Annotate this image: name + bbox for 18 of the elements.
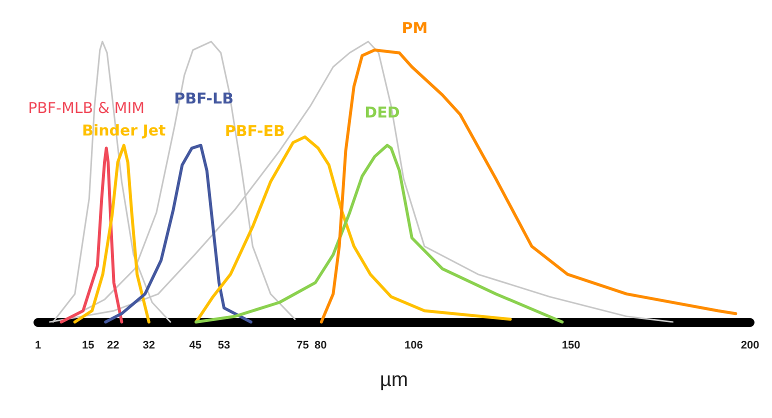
- x-tick-label: 75: [296, 340, 309, 352]
- series-label: Binder Jet: [82, 121, 166, 140]
- x-axis-title: µm: [380, 369, 408, 391]
- x-tick-label: 53: [218, 340, 230, 352]
- x-tick-label: 80: [314, 340, 327, 352]
- x-tick-label: 150: [562, 340, 580, 352]
- text: PBF-MLB & MIM: [28, 99, 145, 118]
- x-tick-label: 1: [34, 340, 42, 352]
- x-tick-label: 200: [740, 340, 760, 352]
- x-tick-label: 22: [107, 340, 120, 352]
- x-tick-label: 32: [142, 340, 156, 352]
- x-tick-label: 106: [404, 340, 423, 352]
- series-label: PM: [402, 19, 428, 38]
- x-tick-label: 15: [82, 340, 94, 352]
- text: PBF-LB: [174, 89, 234, 108]
- x-tick-label: 45: [189, 340, 202, 352]
- series-label: PBF-EB: [224, 122, 285, 140]
- series-label: DED: [364, 103, 400, 122]
